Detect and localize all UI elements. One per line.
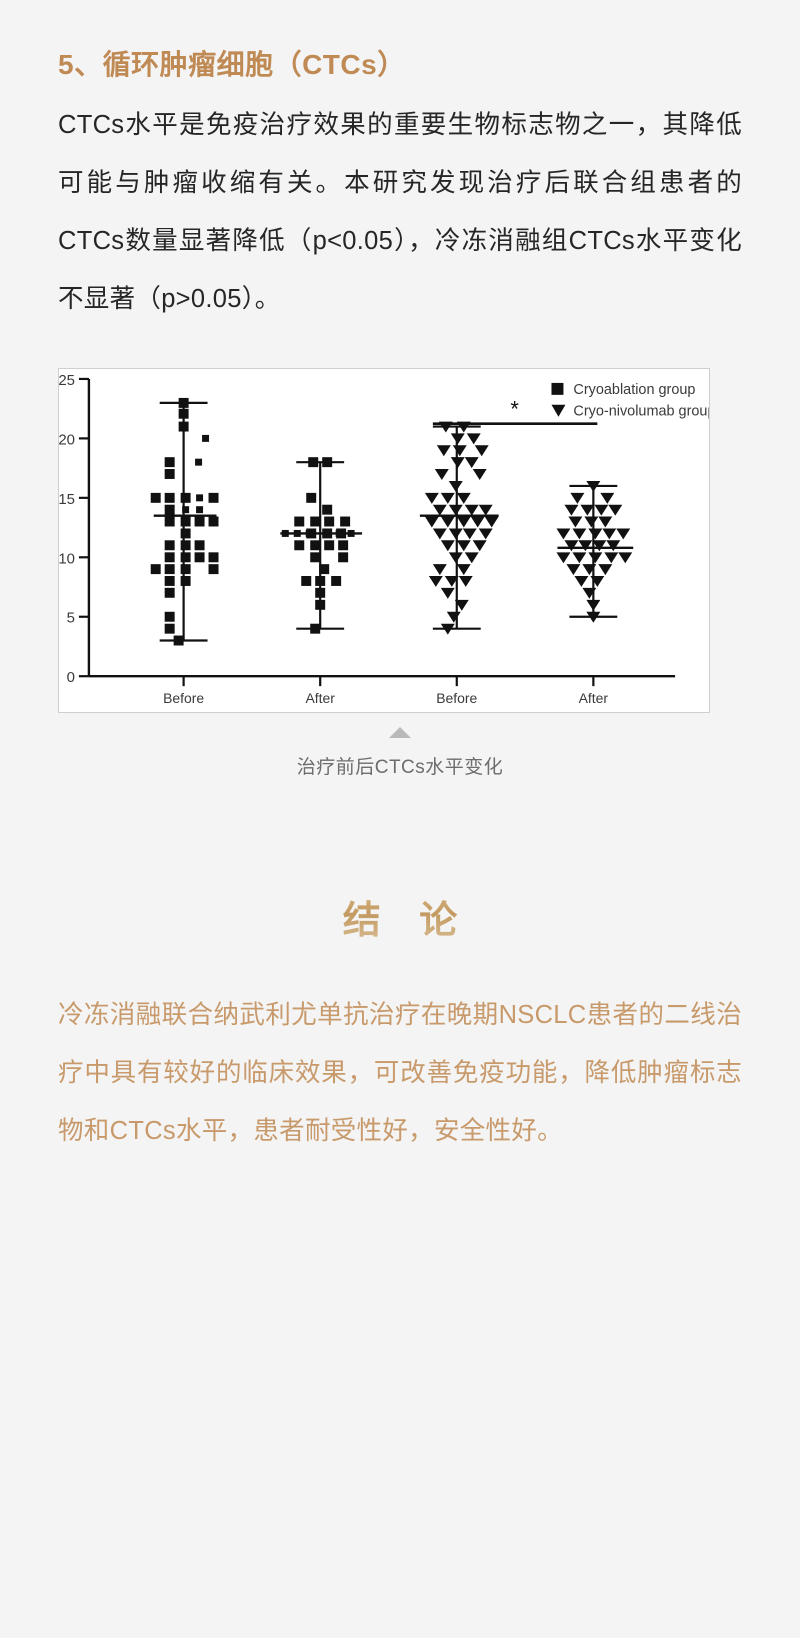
chart-legend: Cryoablation group Cryo-nivolumab group [551,382,709,420]
figure-block: 25 20 15 10 5 0 Before After Before Afte… [58,368,742,779]
chart-axes [78,378,676,687]
x-axis-tick-labels: Before After Before After [163,690,608,706]
x-tick-before-2: Before [436,690,477,706]
section-paragraph: CTCs水平是免疫治疗效果的重要生物标志物之一，其降低可能与肿瘤收缩有关。本研究… [58,111,742,314]
legend-triangle-icon [551,404,566,417]
y-tick-20: 20 [59,432,75,449]
legend-square-icon [551,383,564,396]
ctc-scatter-chart: 25 20 15 10 5 0 Before After Before Afte… [58,368,710,714]
y-axis-tick-labels: 25 20 15 10 5 0 [59,372,75,686]
x-tick-before-1: Before [163,690,204,706]
triangle-up-icon [389,727,411,739]
significance-star: * [510,397,519,422]
figure-caption: 治疗前后CTCs水平变化 [296,757,504,779]
legend-label-cryoablation: Cryoablation group [573,382,695,398]
y-tick-15: 15 [59,491,75,508]
x-tick-after-1: After [305,690,335,706]
y-tick-10: 10 [59,550,75,567]
chart-svg: 25 20 15 10 5 0 Before After Before Afte… [59,369,709,713]
y-tick-25: 25 [59,372,75,389]
conclusion-block: 结 论 冷冻消融联合纳武利尤单抗治疗在晚期NSCLC患者的二线治疗中具有较好的临… [58,889,742,1160]
x-tick-after-2: After [579,690,609,706]
conclusion-title: 结 论 [58,889,742,944]
y-tick-0: 0 [67,669,75,686]
section-heading: 5、循环肿瘤细胞（CTCs） [58,49,406,80]
article-content: 5、循环肿瘤细胞（CTCs） CTCs水平是免疫治疗效果的重要生物标志物之一，其… [58,49,742,1160]
legend-label-cryonivolumab: Cryo-nivolumab group [573,404,709,420]
conclusion-paragraph: 冷冻消融联合纳武利尤单抗治疗在晚期NSCLC患者的二线治疗中具有较好的临床效果，… [58,1001,742,1146]
y-tick-5: 5 [67,610,75,627]
